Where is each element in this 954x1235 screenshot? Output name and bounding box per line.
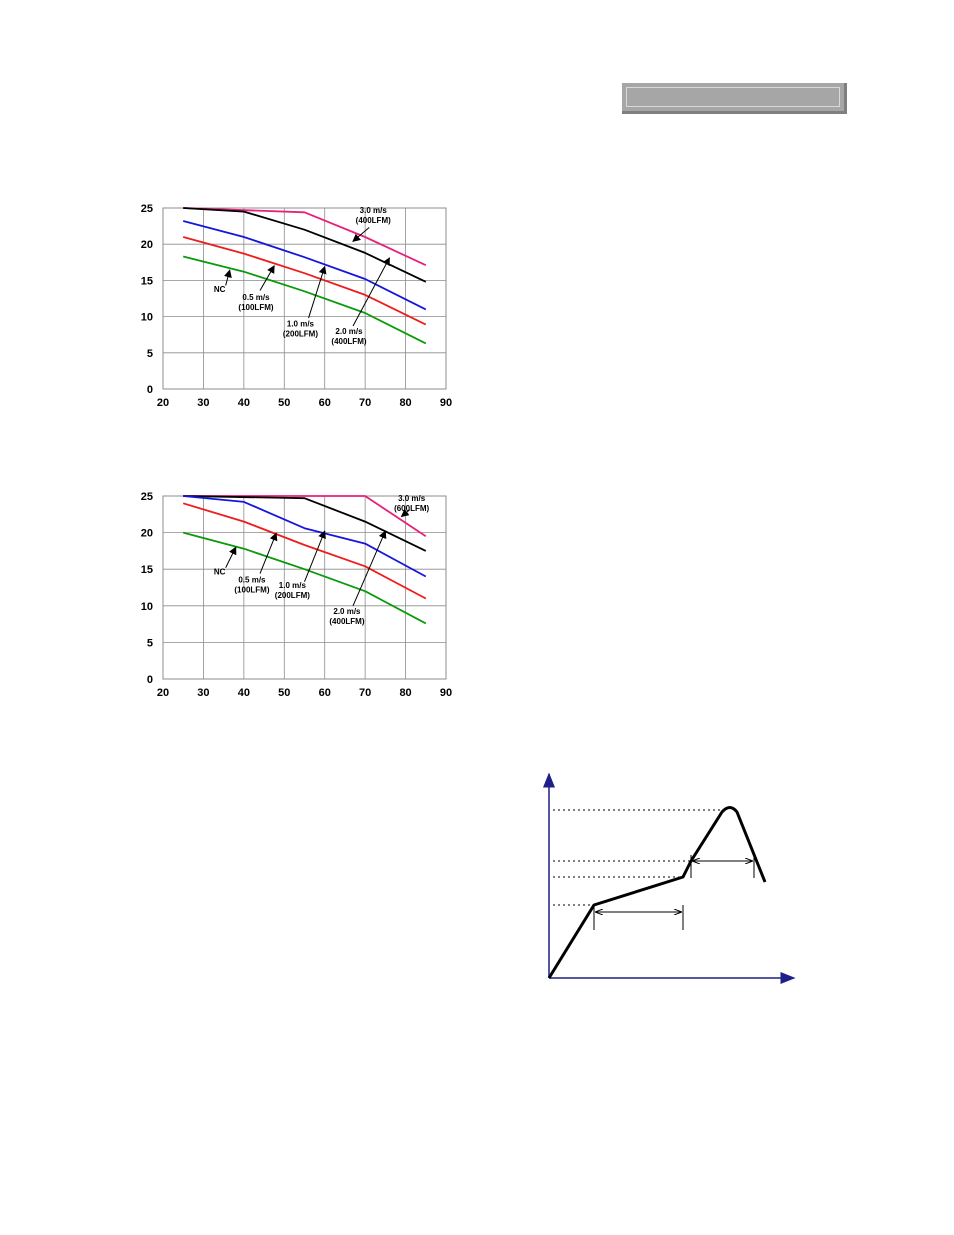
y-tick-label: 20	[141, 528, 153, 540]
annotation-arrow	[352, 227, 370, 242]
profile-curve	[547, 806, 767, 979]
annotation-label: 2.0 m/s (400LFM)	[331, 327, 366, 346]
annotation-label: 1.0 m/s (200LFM)	[283, 320, 318, 339]
y-tick-label: 5	[147, 348, 153, 360]
annotation-label: 0.5 m/s (100LFM)	[234, 575, 269, 594]
header-bar	[622, 83, 847, 114]
y-tick-label: 25	[141, 203, 153, 215]
x-tick-label: 50	[278, 687, 290, 699]
y-tick-label: 15	[141, 564, 153, 576]
annotation-label: 2.0 m/s (400LFM)	[329, 607, 364, 626]
y-tick-label: 15	[141, 275, 153, 287]
annotation-line: 0.5 m/s	[242, 293, 270, 302]
annotation-line: (600LFM)	[394, 504, 429, 513]
annotation-line: (400LFM)	[329, 617, 364, 626]
series-line-4	[182, 502, 427, 600]
annotation-line: (200LFM)	[283, 330, 318, 339]
y-tick-label: 20	[141, 239, 153, 251]
header-bar-inner	[626, 87, 840, 107]
annotation-arrow	[400, 508, 410, 518]
annotation-line: (100LFM)	[238, 303, 273, 312]
annotation-line: 1.0 m/s	[279, 581, 307, 590]
annotation-arrow	[259, 532, 278, 574]
annotation-line: NC	[214, 285, 226, 294]
series-line-1	[183, 495, 427, 538]
annotation-label: NC	[214, 285, 226, 294]
x-tick-label: 40	[238, 397, 250, 409]
annotation-arrow	[352, 530, 387, 606]
annotation-arrow	[225, 546, 237, 568]
series-line-3	[183, 495, 427, 578]
series-line-3	[182, 220, 427, 311]
annotation-arrow	[352, 257, 390, 327]
y-tick-label: 0	[147, 674, 153, 686]
y-tick-label: 0	[147, 384, 153, 396]
x-tick-label: 70	[359, 397, 371, 409]
x-tick-label: 30	[197, 687, 209, 699]
y-tick-label: 10	[141, 312, 153, 324]
x-tick-label: 20	[157, 397, 169, 409]
series-line-5	[182, 531, 427, 625]
x-tick-label: 20	[157, 687, 169, 699]
annotation-arrow	[224, 269, 232, 286]
x-tick-label: 60	[319, 397, 331, 409]
x-tick-label: 50	[278, 397, 290, 409]
x-tick-label: 90	[440, 397, 452, 409]
annotation-line: 3.0 m/s	[398, 494, 426, 503]
series-line-1	[183, 207, 427, 267]
series-line-2	[183, 495, 427, 552]
series-line-5	[182, 255, 427, 345]
annotation-arrow	[259, 265, 275, 291]
x-tick-label: 80	[399, 397, 411, 409]
y-tick-label: 25	[141, 491, 153, 503]
annotation-line: (400LFM)	[331, 337, 366, 346]
x-tick-label: 30	[197, 397, 209, 409]
y-tick-label: 10	[141, 601, 153, 613]
annotation-label: 1.0 m/s (200LFM)	[275, 581, 310, 600]
annotation-line: 2.0 m/s	[335, 327, 363, 336]
annotation-label: 0.5 m/s (100LFM)	[238, 293, 273, 312]
annotation-label: NC	[214, 567, 226, 576]
annotation-label: 3.0 m/s (600LFM)	[394, 494, 429, 513]
x-tick-label: 70	[359, 687, 371, 699]
annotation-line: (200LFM)	[275, 591, 310, 600]
annotation-arrow	[304, 530, 326, 582]
annotation-line: 3.0 m/s	[360, 206, 388, 215]
plot-frame	[162, 207, 447, 390]
annotation-line: 1.0 m/s	[287, 320, 315, 329]
annotation-line: 0.5 m/s	[238, 575, 266, 584]
annotation-label: 3.0 m/s (400LFM)	[356, 206, 391, 225]
annotation-line: (400LFM)	[356, 216, 391, 225]
series-line-4	[182, 236, 427, 326]
x-tick-label: 90	[440, 687, 452, 699]
x-tick-label: 60	[319, 687, 331, 699]
annotation-arrow	[308, 265, 327, 319]
x-tick-label: 40	[238, 687, 250, 699]
annotation-line: 2.0 m/s	[333, 607, 361, 616]
annotation-line: (100LFM)	[234, 585, 269, 594]
annotation-line: NC	[214, 567, 226, 576]
chart-2: 20 30 40 50 60 70 80 90 0 5 10 15 20 25 3.0 m/s (600LFM…	[141, 491, 452, 699]
y-tick-label: 5	[147, 637, 153, 649]
x-tick-label: 80	[399, 687, 411, 699]
